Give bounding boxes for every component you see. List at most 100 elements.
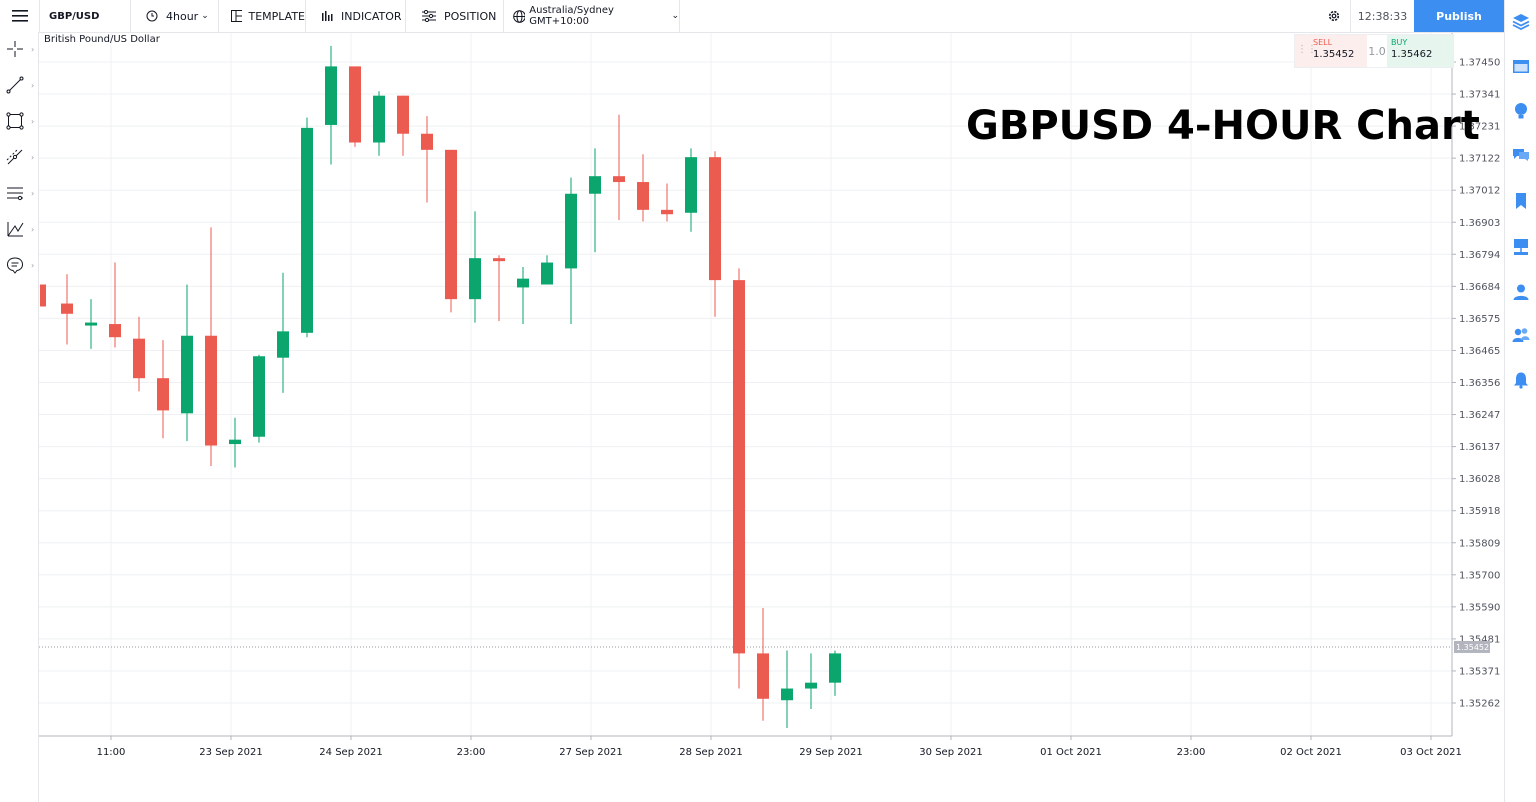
candle-body [829, 653, 841, 683]
trade-panel: SELL 1.35452 1.0 BUY 1.35462 [1294, 34, 1454, 68]
candle [757, 608, 769, 721]
candle [661, 183, 673, 222]
top-toolbar: GBP/USD 4hour ⌄ TEMPLATE INDICATOR POSIT… [0, 0, 1504, 33]
chevron-right-icon: › [31, 116, 35, 126]
time-tick-label: 01 Oct 2021 [1040, 747, 1102, 758]
candles [40, 45, 841, 729]
price-tick-label: 1.37341 [1459, 90, 1500, 101]
price-tick-label: 1.35371 [1459, 666, 1500, 677]
ideas-button[interactable] [1511, 101, 1531, 121]
quantity-value[interactable]: 1.0 [1368, 44, 1386, 58]
candle-body [733, 280, 745, 654]
position-label: POSITION [444, 9, 497, 23]
sell-button[interactable]: SELL 1.35452 [1295, 35, 1367, 67]
candle [733, 268, 745, 689]
chart-overlay-title: GBPUSD 4-HOUR Chart [966, 103, 1480, 149]
price-chart[interactable]: 1.37450 1.37341 1.37231 1.37122 1.37012 1.369… [0, 0, 1504, 802]
annotation-tool[interactable]: › [0, 250, 38, 280]
alert-button[interactable] [1511, 370, 1531, 390]
template-icon [231, 10, 243, 22]
candle-body [685, 157, 697, 213]
time-tick-label: 23 Sep 2021 [199, 747, 262, 758]
price-tick-label: 1.35700 [1459, 570, 1500, 581]
candle [133, 316, 145, 392]
measure-tool[interactable]: › [0, 214, 38, 244]
candle [493, 255, 505, 322]
candle [205, 227, 217, 467]
rectangle-icon [6, 112, 24, 130]
chevron-right-icon: › [31, 224, 35, 234]
candle-body [85, 322, 97, 326]
candle [565, 177, 577, 325]
candle-body [661, 209, 673, 215]
candle [781, 650, 793, 729]
buy-button[interactable]: BUY 1.35462 [1387, 35, 1453, 67]
buy-label: BUY [1391, 38, 1408, 47]
trend-line-tool[interactable]: › [0, 70, 38, 100]
drawing-toolbar: › › › › › › › [0, 32, 39, 802]
price-tick-label: 1.35590 [1459, 602, 1500, 613]
symbol-label: GBP/USD [49, 10, 100, 22]
bookmark-icon [1516, 193, 1526, 209]
price-tick-label: 1.37012 [1459, 186, 1500, 197]
candle-body [805, 682, 817, 689]
alert-icon [1514, 372, 1528, 389]
template-button[interactable]: TEMPLATE [219, 0, 306, 32]
candle-body [349, 66, 361, 143]
fib-tool[interactable]: › [0, 142, 38, 172]
candle [469, 211, 481, 323]
indicator-button[interactable]: INDICATOR [306, 0, 406, 32]
chevron-right-icon: › [31, 44, 35, 54]
calendar-button[interactable] [1511, 56, 1531, 76]
price-tick-label: 1.36465 [1459, 346, 1500, 357]
community-button[interactable] [1511, 325, 1531, 345]
right-sidebar [1504, 0, 1536, 802]
time-tick-label: 30 Sep 2021 [919, 747, 982, 758]
candle-body [61, 303, 73, 314]
sell-price: 1.35452 [1313, 49, 1355, 60]
settings-button[interactable] [1318, 0, 1351, 32]
template-label: TEMPLATE [248, 9, 305, 23]
publish-button[interactable]: Publish [1414, 0, 1504, 32]
price-tick-label: 1.35262 [1459, 699, 1500, 710]
buy-price: 1.35462 [1391, 49, 1433, 60]
price-tick-label: 1.36684 [1459, 282, 1500, 293]
timezone-dropdown[interactable]: Australia/Sydney GMT+10:00 ⌄ [504, 0, 680, 32]
candle-body [565, 193, 577, 269]
layers-button[interactable] [1511, 12, 1531, 32]
screens-icon [1514, 239, 1528, 255]
bookmark-button[interactable] [1511, 191, 1531, 211]
interval-dropdown[interactable]: 4hour ⌄ [131, 0, 219, 32]
chat-icon [1513, 149, 1529, 161]
time-tick-label: 02 Oct 2021 [1280, 747, 1342, 758]
candle-body [181, 335, 193, 414]
profile-icon [1513, 284, 1529, 300]
screens-button[interactable] [1511, 237, 1531, 257]
pattern-tool[interactable]: › [0, 178, 38, 208]
rectangle-tool[interactable]: › [0, 106, 38, 136]
menu-button[interactable] [0, 0, 40, 32]
drag-handle-icon[interactable]: ⋮⋮ [1297, 44, 1317, 55]
symbol-search[interactable]: GBP/USD [40, 0, 131, 32]
candle [181, 284, 193, 442]
price-axis: 1.37450 1.37341 1.37231 1.37122 1.37012 1.369… [1452, 58, 1500, 710]
time-tick-label: 29 Sep 2021 [799, 747, 862, 758]
chat-button[interactable] [1511, 144, 1531, 164]
candle-body [781, 688, 793, 701]
calendar-icon [1513, 60, 1529, 73]
chevron-down-icon: ⌄ [201, 11, 209, 21]
candle [541, 255, 553, 285]
price-tick-label: 1.36356 [1459, 378, 1500, 389]
price-tick-label: 1.36028 [1459, 474, 1500, 485]
price-tick-label: 1.35809 [1459, 538, 1500, 549]
candle-body [541, 262, 553, 285]
position-button[interactable]: POSITION [406, 0, 504, 32]
community-icon [1512, 328, 1530, 342]
interval-label: 4hour [166, 9, 199, 23]
candle-body [40, 284, 46, 307]
position-icon [422, 10, 436, 22]
crosshair-tool[interactable]: › [0, 34, 38, 64]
profile-button[interactable] [1511, 282, 1531, 302]
chart-grid [39, 32, 1453, 737]
price-tick-label: 1.37231 [1459, 122, 1500, 133]
